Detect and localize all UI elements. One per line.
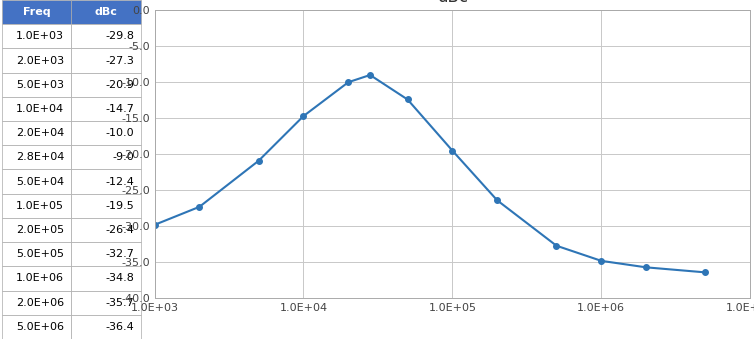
Title: dBc: dBc bbox=[437, 0, 468, 6]
